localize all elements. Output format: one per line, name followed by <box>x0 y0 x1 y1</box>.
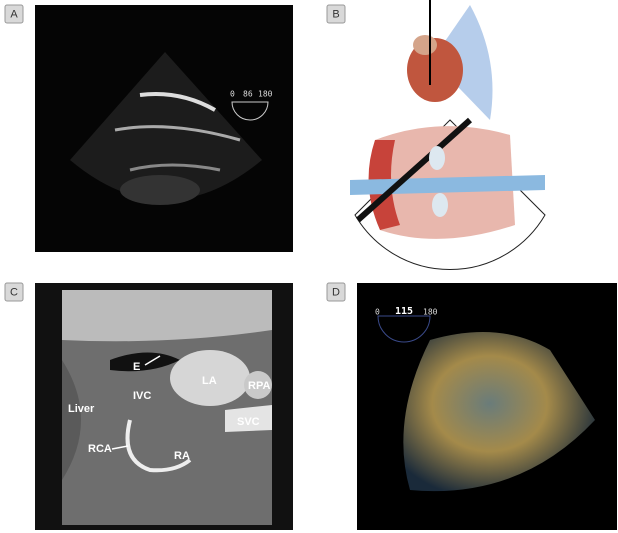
panel-label: A <box>10 8 18 20</box>
panel-label: C <box>10 286 18 298</box>
3d-echo-volume <box>403 332 595 492</box>
panel-b: B <box>326 0 546 270</box>
echo-structure <box>129 163 221 172</box>
echo-structure <box>120 175 200 205</box>
panel-label-box <box>4 282 24 302</box>
angle-overlay: 0 <box>375 308 380 317</box>
anatomy-label: SVC <box>237 416 260 428</box>
liver <box>62 360 81 480</box>
anatomy-label: RCA <box>88 443 112 455</box>
panel-label-box <box>4 4 24 24</box>
heart-illustration <box>413 35 437 55</box>
panel-label-box <box>326 282 346 302</box>
panel-label: B <box>332 8 339 20</box>
anatomy-label: IVC <box>133 390 151 402</box>
valve <box>432 193 448 217</box>
arrow <box>111 445 129 450</box>
panel-d: D 0 115 180 <box>326 282 617 530</box>
anatomy-label: RA <box>174 450 190 462</box>
probe-shaft <box>356 117 472 223</box>
rca <box>125 419 192 473</box>
arrow <box>144 355 161 366</box>
anatomy-label: LA <box>202 375 217 387</box>
svc <box>225 405 272 432</box>
spine <box>62 290 272 342</box>
esophagus <box>110 352 180 372</box>
anatomy-label: RPA <box>248 380 270 392</box>
left-atrium <box>170 350 250 406</box>
anatomy-label: E <box>133 361 140 373</box>
panel-c: C E LA RPA IVC Liver SVC RCA RA <box>4 282 293 530</box>
echo-structure <box>139 92 216 112</box>
angle-overlay: 180 <box>423 308 438 317</box>
echo-structure <box>114 125 241 142</box>
imaging-plane <box>432 5 493 120</box>
angle-overlay: 180 <box>258 90 273 99</box>
panel-a: A 0 86 180 <box>4 4 293 252</box>
rpa <box>244 371 272 399</box>
valve <box>429 146 445 170</box>
panel-label-box <box>326 4 346 24</box>
angle-overlay: 115 <box>395 306 413 317</box>
angle-overlay: 0 <box>230 90 235 99</box>
anatomy-label: Liver <box>68 403 95 415</box>
angle-dial <box>231 101 269 121</box>
panel-label: D <box>332 286 340 298</box>
angle-dial <box>377 315 431 343</box>
angle-overlay: 86 <box>243 90 253 99</box>
